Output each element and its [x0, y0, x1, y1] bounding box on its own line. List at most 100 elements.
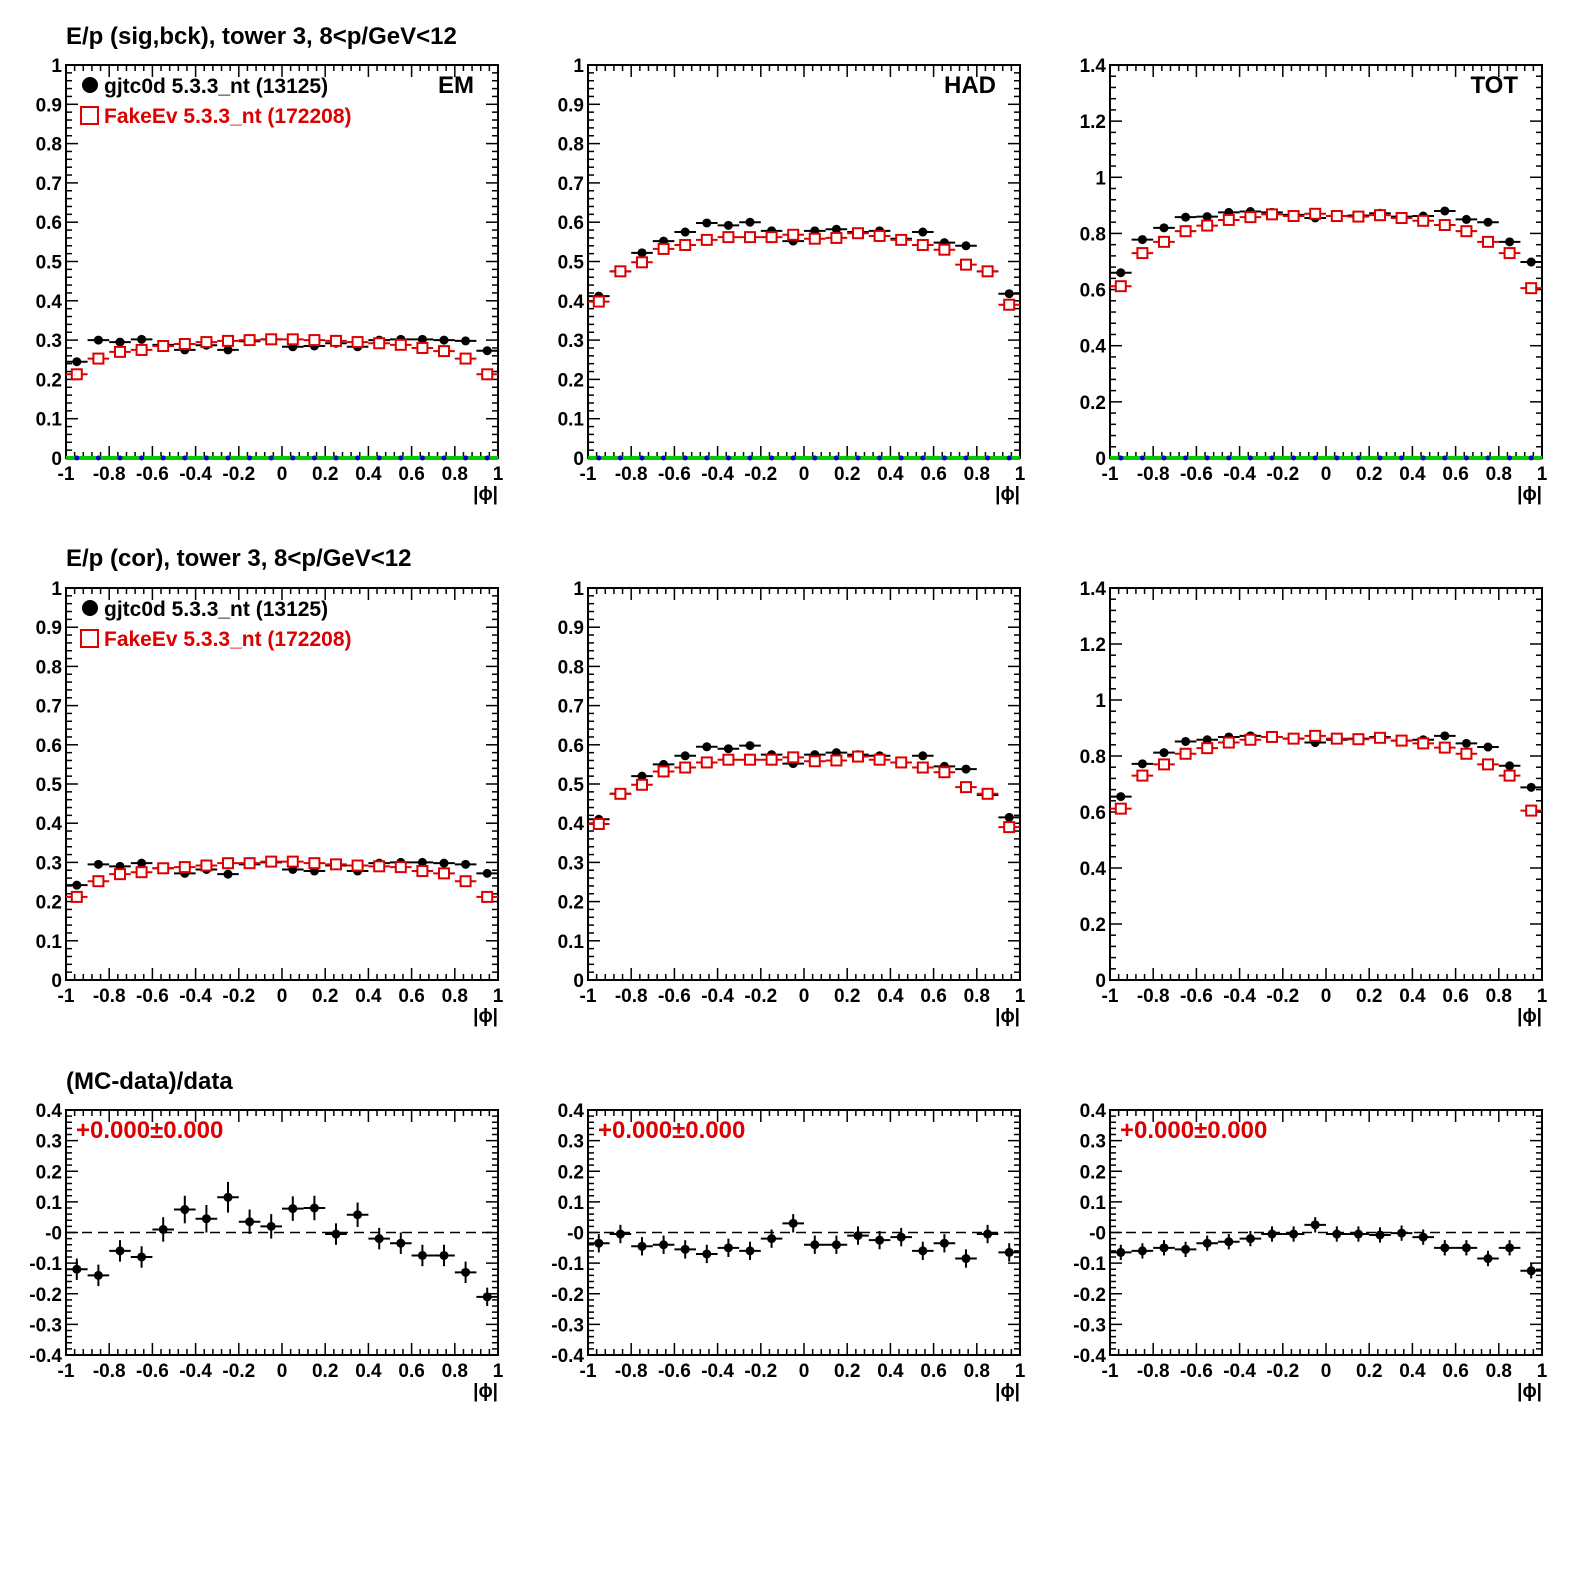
x-tick-label: 0 [277, 464, 288, 485]
y-tick-label: 0.1 [1080, 1193, 1107, 1214]
x-tick-label: 0.6 [920, 464, 946, 485]
data-point [439, 335, 449, 345]
x-tick-label: 0.2 [312, 986, 338, 1007]
zero-marker [1118, 455, 1124, 461]
y-tick-label: 0.1 [558, 932, 585, 953]
zero-marker [725, 455, 731, 461]
x-tick-label: 0 [1321, 1361, 1332, 1382]
zero-marker [95, 455, 101, 461]
zero-marker [1312, 455, 1318, 461]
x-tick-label: 0.2 [834, 464, 860, 485]
mc-point [1482, 758, 1494, 771]
x-tick-label: -0.6 [1180, 464, 1213, 485]
ratio-point [594, 1238, 604, 1248]
x-tick-label: 0.6 [1442, 986, 1468, 1007]
mc-point [873, 753, 886, 766]
series-ratio [66, 1181, 498, 1306]
data-point [1159, 748, 1169, 758]
data-point [1483, 217, 1493, 227]
ratio-point [1181, 1244, 1191, 1254]
y-tick-label: 0.3 [558, 1132, 584, 1153]
zero-marker [1291, 455, 1297, 461]
ratio-point [1397, 1228, 1407, 1238]
x-axis-label: |ϕ| [473, 484, 498, 505]
x-tick-label: 0.8 [442, 986, 468, 1007]
mc-point [286, 333, 299, 346]
y-tick-label: 0.5 [36, 253, 63, 274]
y-tick-label: 0.7 [36, 174, 62, 195]
x-tick-label: 0.6 [1442, 464, 1468, 485]
data-point [637, 248, 647, 258]
mc-point [592, 817, 605, 830]
ratio-point [374, 1234, 384, 1244]
mc-point [394, 338, 407, 351]
ratio-point [439, 1250, 449, 1260]
mc-point [614, 265, 627, 278]
mc-point [1352, 733, 1365, 746]
zero-marker [1377, 455, 1383, 461]
x-tick-label: -0.6 [658, 1361, 691, 1382]
mc-point [1136, 247, 1149, 260]
x-tick-label: -0.8 [1137, 464, 1170, 485]
ratio-point [1159, 1243, 1169, 1253]
zero-marker [117, 455, 123, 461]
mc-point [852, 227, 864, 240]
mc-point [308, 857, 321, 870]
data-point [1440, 731, 1450, 741]
x-tick-label: -0.2 [222, 1361, 255, 1382]
mc-point [1158, 235, 1170, 248]
x-tick-label: 0.4 [1399, 464, 1426, 485]
x-tick-label: -0.8 [615, 464, 648, 485]
mc-point [351, 336, 364, 349]
mc-point [416, 865, 429, 878]
x-tick-label: -0.4 [1223, 464, 1256, 485]
mc-point [70, 890, 83, 903]
zero-marker [160, 455, 166, 461]
series-mc [588, 227, 1020, 311]
x-tick-label: 0 [799, 464, 810, 485]
zero-marker [463, 455, 469, 461]
y-tick-label: 0.9 [36, 95, 62, 116]
y-tick-label: 1 [51, 56, 62, 77]
mc-point [1395, 734, 1408, 747]
ratio-point [1526, 1266, 1536, 1276]
x-tick-label: -0.4 [701, 1361, 734, 1382]
data-point [1505, 237, 1515, 247]
zero-marker [355, 455, 361, 461]
mc-point [416, 341, 429, 354]
x-tick-label: 1 [1537, 464, 1548, 485]
ratio-point [702, 1249, 712, 1259]
data-point [461, 859, 471, 869]
zero-marker [1399, 455, 1405, 461]
mc-point [679, 238, 692, 251]
ratio-point [983, 1229, 993, 1239]
panel-grid: -1 -0.8 -0.6 -0.4 -0.2 0 0.2 0.4 0.6 0.8 1 0 0.1 0.2 0… [29, 56, 1547, 1402]
panel-label: HAD [944, 72, 996, 99]
data-point [918, 751, 928, 761]
mc-point [1201, 219, 1214, 232]
mc-point [308, 334, 321, 347]
y-tick-label: 0.8 [1080, 747, 1106, 768]
ratio-point [680, 1244, 690, 1254]
mc-point [373, 860, 386, 873]
x-axis-label: |ϕ| [1517, 484, 1542, 505]
ratio-point [1353, 1229, 1363, 1239]
ratio-point [223, 1192, 233, 1202]
y-tick-label: 1 [1095, 691, 1106, 712]
y-tick-label: 0.2 [1080, 393, 1106, 414]
zero-marker [1247, 455, 1253, 461]
ratio-point [1332, 1229, 1342, 1239]
ratio-point [896, 1232, 906, 1242]
data-point [1461, 738, 1471, 748]
y-tick-label: 0.1 [558, 1193, 585, 1214]
y-tick-label: 0.4 [36, 814, 63, 835]
x-axis-label: |ϕ| [995, 1006, 1020, 1027]
zero-marker [1269, 455, 1275, 461]
x-tick-label: -0.2 [1266, 1361, 1299, 1382]
ratio-point [767, 1234, 777, 1244]
data-point [1526, 782, 1536, 792]
zero-marker [1183, 455, 1189, 461]
zero-marker [617, 455, 623, 461]
mc-point [92, 875, 105, 888]
mc-point [916, 761, 929, 774]
